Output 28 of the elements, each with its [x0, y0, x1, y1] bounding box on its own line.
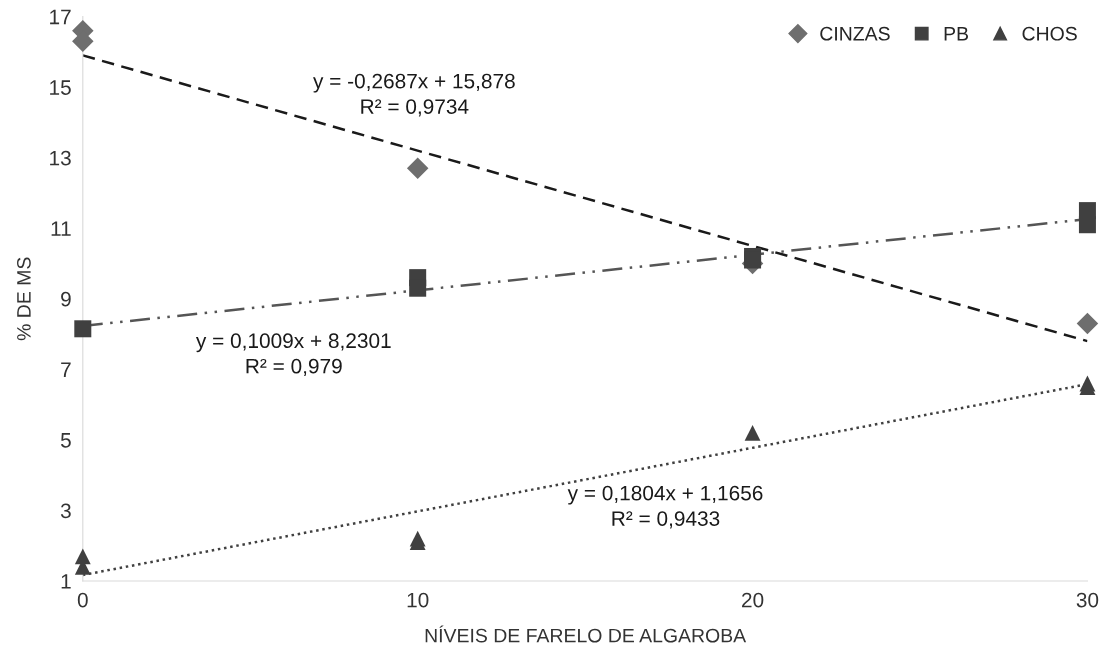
point — [406, 157, 429, 180]
y-tick-label: 13 — [50, 150, 71, 166]
point — [1078, 216, 1096, 234]
y-tick-label: 9 — [61, 291, 71, 307]
y-tick-label: 11 — [51, 221, 71, 236]
legend-label: CINZAS — [820, 26, 890, 41]
point — [409, 279, 427, 297]
y-tick-label: 5 — [60, 433, 71, 448]
x-tick-label: 20 — [742, 592, 764, 608]
y-tick-label: 1 — [61, 574, 71, 589]
y-tick-label: 3 — [60, 503, 71, 519]
annotation: y = 0,1009x + 8,2301 R² = 0,979 — [195, 333, 391, 377]
y-axis-title: % DE MS — [17, 257, 31, 341]
x-axis-title: NÍVEIS DE FARELO DE ALGAROBA — [425, 625, 747, 643]
point — [1076, 312, 1099, 335]
y-tick-label: 7 — [61, 362, 71, 377]
x-tick-label: 30 — [1076, 592, 1099, 608]
point — [74, 320, 92, 338]
point — [744, 424, 761, 441]
point — [744, 251, 762, 269]
y-tick-label: 15 — [50, 80, 71, 95]
legend-label: CHOS — [1022, 26, 1077, 41]
annotation: y = -0,2687x + 15,878 R² = 0,9734 — [313, 73, 515, 117]
annotation: y = 0,1804x + 1,1656 R² = 0,9433 — [567, 485, 763, 529]
x-tick-label: 0 — [77, 592, 88, 608]
x-tick-label: 10 — [407, 592, 429, 608]
legend-label: PB — [944, 27, 969, 41]
y-tick-label: 17 — [50, 9, 71, 25]
